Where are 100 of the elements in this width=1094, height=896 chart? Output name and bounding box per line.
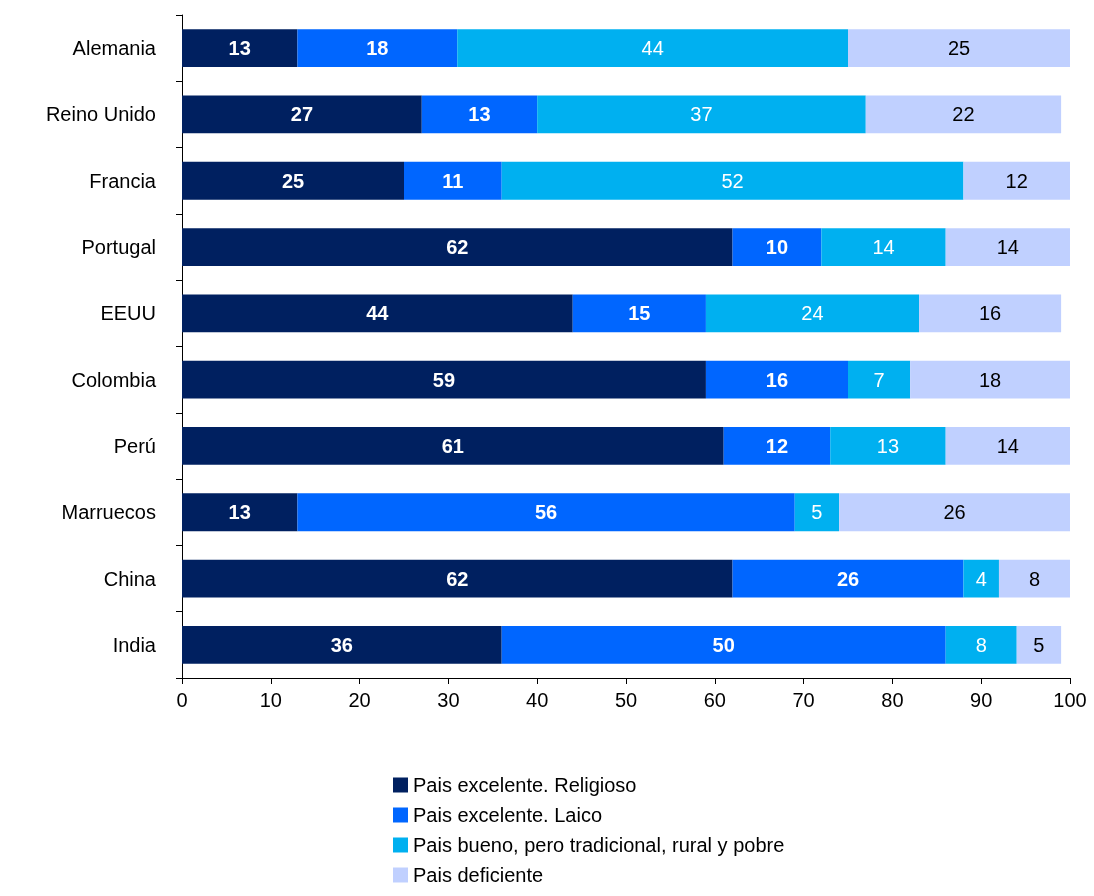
bar [821,228,946,266]
data-label: 18 [366,37,389,60]
bar [910,360,1070,399]
y-tick-label: Francia [89,169,157,192]
data-label: 13 [468,103,491,126]
data-label: 44 [366,302,390,325]
bar [998,559,1070,598]
data-label: 25 [281,169,305,192]
data-label: 13 [876,434,900,457]
data-label: 27 [290,103,314,126]
bar [421,95,538,134]
data-label: 50 [712,633,735,656]
bar [182,294,573,333]
y-tick-label: Portugal [81,236,156,259]
bar [501,625,946,664]
legend-label: Pais deficiente [413,864,544,886]
data-label: 18 [978,368,1002,391]
data-label: 36 [330,633,353,656]
bar [537,95,866,134]
data-label: 62 [446,236,469,259]
legend-label: Pais excelente. Laico [413,804,603,826]
data-label: 14 [872,236,895,259]
x-tick-label: 10 [259,689,282,711]
bar [945,625,1017,664]
bar [182,493,298,532]
legend-label: Pais excelente. Religioso [413,774,637,796]
bar [182,427,724,465]
bar [794,493,840,532]
bar [732,559,964,598]
data-label: 25 [947,37,971,60]
y-tick-label: India [112,633,157,656]
bar [404,161,502,200]
bar [705,294,920,333]
bar [572,294,706,333]
y-tick-label: China [103,567,157,590]
data-label: 5 [1033,633,1045,656]
data-label: 59 [432,368,456,391]
bar [848,29,1070,68]
x-tick-label: 60 [703,689,726,711]
y-tick-label: EEUU [100,302,156,325]
bar [830,427,946,465]
bar [963,559,999,598]
bar [297,29,458,68]
bar [182,29,298,68]
bar [963,161,1070,200]
x-tick-label: 30 [437,689,460,711]
data-label: 10 [765,236,789,259]
data-label: 56 [534,501,558,524]
bar [457,29,848,68]
y-tick-label: Alemania [72,37,157,60]
bar [732,228,822,266]
data-label: 16 [978,302,1002,325]
data-label: 12 [1005,169,1028,192]
y-tick-label: Marruecos [61,501,156,524]
x-tick-label: 90 [970,689,993,711]
bar [945,228,1070,266]
data-label: 16 [765,368,789,391]
bar [182,161,404,200]
bar [182,360,706,399]
bar [865,95,1062,134]
x-tick-label: 80 [881,689,904,711]
data-label: 13 [228,501,251,524]
bar [182,559,733,598]
data-label: 37 [690,103,713,126]
bar [182,228,733,266]
x-tick-label: 50 [614,689,638,711]
y-tick-label: Reino Unido [45,103,156,126]
legend-label: Pais bueno, pero tradicional, rural y pobre [413,834,785,856]
data-label: 14 [996,236,1019,259]
y-tick-label: Colombia [71,368,157,391]
data-label: 5 [811,501,823,524]
data-label: 26 [943,501,966,524]
y-tick-label: Perú [113,434,156,457]
bar [297,493,795,532]
data-label: 15 [628,302,651,325]
data-label: 7 [873,368,885,391]
x-tick-label: 100 [1053,689,1087,711]
bar [839,493,1070,532]
bar [723,427,831,465]
data-label: 52 [721,169,744,192]
data-label: 11 [442,169,464,192]
data-label: 62 [446,567,469,590]
data-label: 4 [975,567,987,590]
x-tick-label: 0 [176,689,188,711]
data-label: 26 [836,567,860,590]
bar [919,294,1062,333]
bar [705,360,848,399]
x-tick-label: 40 [526,689,549,711]
data-label: 22 [952,103,975,126]
x-tick-label: 70 [792,689,815,711]
bar [848,360,911,399]
x-tick-label: 20 [348,689,371,711]
data-label: 12 [765,434,789,457]
data-label: 14 [996,434,1019,457]
bar [182,95,422,134]
bar [945,427,1070,465]
data-label: 61 [441,434,464,457]
bar [182,625,502,664]
bar [501,161,964,200]
bar [1016,625,1062,664]
